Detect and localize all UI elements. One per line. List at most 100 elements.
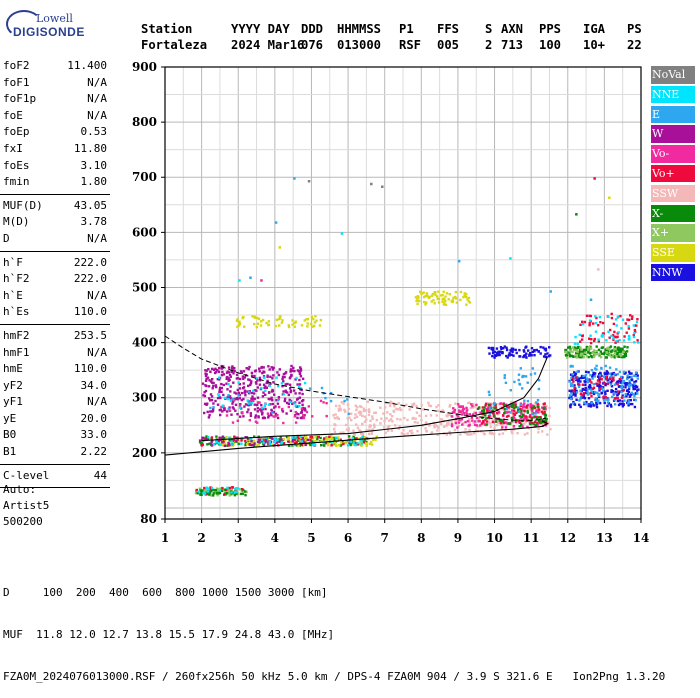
echo-point-SSE — [318, 324, 322, 327]
echo-point-X- — [241, 492, 245, 495]
echo-point-W — [243, 391, 246, 394]
echo-point-Vo- — [492, 406, 496, 409]
echo-point-SSW — [450, 420, 453, 424]
echo-point-SSE — [434, 291, 437, 294]
echo-point-E — [595, 368, 598, 371]
echo-point-W — [207, 416, 211, 419]
echo-point-NNE — [632, 335, 636, 339]
echo-point-SSW — [373, 423, 376, 426]
y-tick-label: 900 — [132, 60, 157, 74]
echo-point-NNE — [612, 337, 615, 340]
echo-point-NNE — [311, 443, 315, 447]
echo-point-E — [531, 413, 534, 416]
echo-point-SSE — [306, 325, 309, 328]
echo-point-NNW — [569, 405, 572, 409]
echo-point-NNE — [264, 389, 267, 392]
echo-point-SSE — [278, 246, 282, 249]
echo-point-NNE — [632, 324, 635, 327]
echo-point-Vo+ — [323, 437, 326, 440]
echo-point-Vo+ — [518, 421, 522, 424]
echo-point-SSE — [335, 439, 339, 442]
echo-point-NNE — [230, 443, 233, 446]
echo-point-NNW — [535, 348, 538, 352]
echo-point-Vo- — [254, 420, 258, 423]
echo-point-Vo- — [504, 421, 507, 424]
echo-point-Vo- — [220, 405, 223, 409]
echo-point-X- — [578, 355, 581, 358]
echo-point-X- — [564, 348, 567, 352]
echo-point-Vo+ — [614, 341, 617, 344]
echo-point-X- — [568, 345, 572, 349]
echo-point-NNW — [618, 399, 622, 402]
echo-point-E — [573, 377, 577, 381]
echo-point-Vo- — [468, 413, 471, 416]
echo-point-W — [249, 414, 253, 417]
echo-point-Vo+ — [619, 314, 622, 318]
echo-point-NNW — [533, 354, 536, 357]
echo-point-SSE — [371, 443, 374, 446]
echo-point-SSW — [446, 422, 449, 425]
echo-point-SSW — [422, 408, 425, 411]
echo-point-Vo+ — [482, 419, 485, 423]
echo-point-NNE — [621, 318, 625, 321]
echo-point-NNW — [599, 371, 602, 375]
echo-point-W — [240, 391, 244, 395]
echo-point-X- — [348, 435, 351, 438]
echo-point-NNE — [607, 315, 610, 318]
echo-point-Vo- — [305, 410, 309, 414]
echo-point-NNW — [583, 388, 586, 391]
echo-point-X- — [533, 415, 536, 418]
echo-point-Vo+ — [533, 406, 536, 410]
echo-point-Vo+ — [633, 328, 637, 332]
echo-point-E — [624, 393, 627, 396]
echo-point-E — [595, 397, 598, 400]
echo-point-SSE — [444, 303, 448, 306]
echo-point-X+ — [618, 353, 621, 356]
echo-point-E — [529, 373, 533, 376]
echo-point-NNW — [606, 379, 609, 382]
echo-point-W — [284, 383, 287, 386]
echo-point-NNW — [573, 384, 576, 387]
echo-point-W — [230, 370, 233, 374]
echo-point-W — [289, 389, 293, 392]
echo-point-X+ — [210, 494, 213, 497]
echo-point-Vo+ — [596, 379, 600, 382]
echo-point-SSW — [388, 425, 391, 428]
echo-point-X+ — [571, 346, 575, 349]
echo-point-Vo- — [511, 409, 514, 412]
echo-point-X- — [568, 355, 572, 358]
echo-point-SSW — [344, 410, 347, 413]
echo-point-X- — [587, 355, 590, 359]
echo-point-SSW — [380, 417, 383, 420]
echo-point-X- — [482, 409, 485, 412]
echo-point-X- — [567, 346, 570, 349]
echo-point-NNW — [578, 403, 581, 406]
echo-point-X- — [209, 489, 213, 493]
echo-point-SSE — [416, 298, 419, 301]
echo-point-NNE — [237, 381, 240, 384]
echo-point-W — [266, 381, 269, 384]
echo-point-SSE — [450, 300, 453, 303]
echo-point-Vo+ — [309, 436, 312, 439]
echo-point-W — [228, 373, 232, 377]
header-row1-cell: PPS — [539, 22, 562, 36]
echo-point-NNE — [618, 339, 621, 342]
echo-point-E — [524, 375, 528, 378]
header-row1-cell: PS — [627, 22, 642, 36]
param-name: foF2 — [3, 59, 30, 72]
echo-point-W — [205, 369, 208, 372]
echo-point-NNE — [303, 381, 307, 385]
echo-point-NNE — [268, 442, 271, 446]
echo-point-Vo- — [514, 402, 517, 405]
echo-point-NNE — [601, 335, 604, 338]
echo-point-SSE — [243, 325, 246, 328]
echo-point-SSE — [428, 295, 431, 299]
echo-point-E — [597, 401, 600, 404]
echo-point-W — [266, 379, 269, 383]
echo-point-W — [211, 367, 214, 371]
echo-point-X+ — [605, 351, 609, 355]
echo-point-Vo- — [501, 426, 504, 429]
echo-point-E — [569, 397, 573, 401]
echo-point-SSE — [306, 317, 309, 321]
echo-point-NNW — [575, 389, 578, 393]
